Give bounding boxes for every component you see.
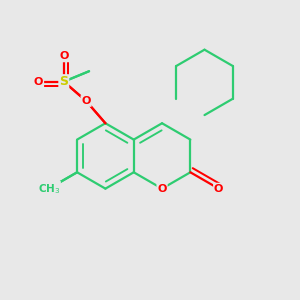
Text: CH$_3$: CH$_3$ (38, 182, 60, 196)
Text: S: S (59, 75, 68, 88)
Text: O: O (214, 184, 224, 194)
Text: O: O (81, 96, 91, 106)
Text: O: O (158, 184, 167, 194)
Text: O: O (34, 76, 43, 87)
Text: O: O (59, 51, 68, 62)
